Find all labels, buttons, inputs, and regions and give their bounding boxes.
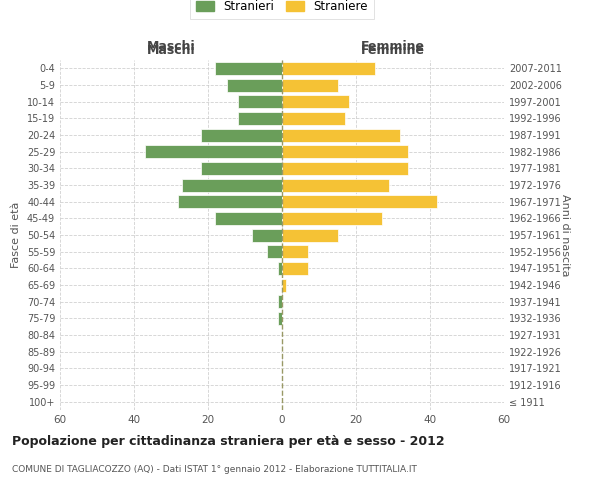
Bar <box>178 195 282 208</box>
Bar <box>278 295 282 308</box>
Bar <box>282 145 408 158</box>
Text: Maschi: Maschi <box>146 44 196 57</box>
Bar <box>282 212 382 225</box>
Bar <box>227 78 282 92</box>
Text: COMUNE DI TAGLIACOZZO (AQ) - Dati ISTAT 1° gennaio 2012 - Elaborazione TUTTITALI: COMUNE DI TAGLIACOZZO (AQ) - Dati ISTAT … <box>12 465 417 474</box>
Legend: Stranieri, Straniere: Stranieri, Straniere <box>190 0 374 19</box>
Text: Femmine: Femmine <box>361 44 425 57</box>
Bar <box>215 212 282 225</box>
Bar <box>278 312 282 325</box>
Bar <box>282 228 337 241</box>
Bar <box>145 145 282 158</box>
Bar <box>278 262 282 275</box>
Bar <box>238 95 282 108</box>
Bar <box>282 95 349 108</box>
Bar <box>282 62 374 75</box>
Y-axis label: Fasce di età: Fasce di età <box>11 202 21 268</box>
Bar <box>238 112 282 125</box>
Bar <box>215 62 282 75</box>
Bar <box>182 178 282 192</box>
Text: Popolazione per cittadinanza straniera per età e sesso - 2012: Popolazione per cittadinanza straniera p… <box>12 435 445 448</box>
Bar <box>282 195 437 208</box>
Bar <box>282 278 286 291</box>
Bar <box>200 162 282 175</box>
Bar <box>253 228 282 241</box>
Bar <box>267 245 282 258</box>
Bar <box>200 128 282 141</box>
Bar <box>282 162 408 175</box>
Bar <box>282 262 308 275</box>
Bar <box>282 178 389 192</box>
Bar <box>282 112 345 125</box>
Bar <box>282 245 308 258</box>
Text: Femmine: Femmine <box>361 40 425 53</box>
Y-axis label: Anni di nascita: Anni di nascita <box>560 194 570 276</box>
Bar <box>282 128 400 141</box>
Bar <box>282 78 337 92</box>
Text: Maschi: Maschi <box>146 40 196 53</box>
